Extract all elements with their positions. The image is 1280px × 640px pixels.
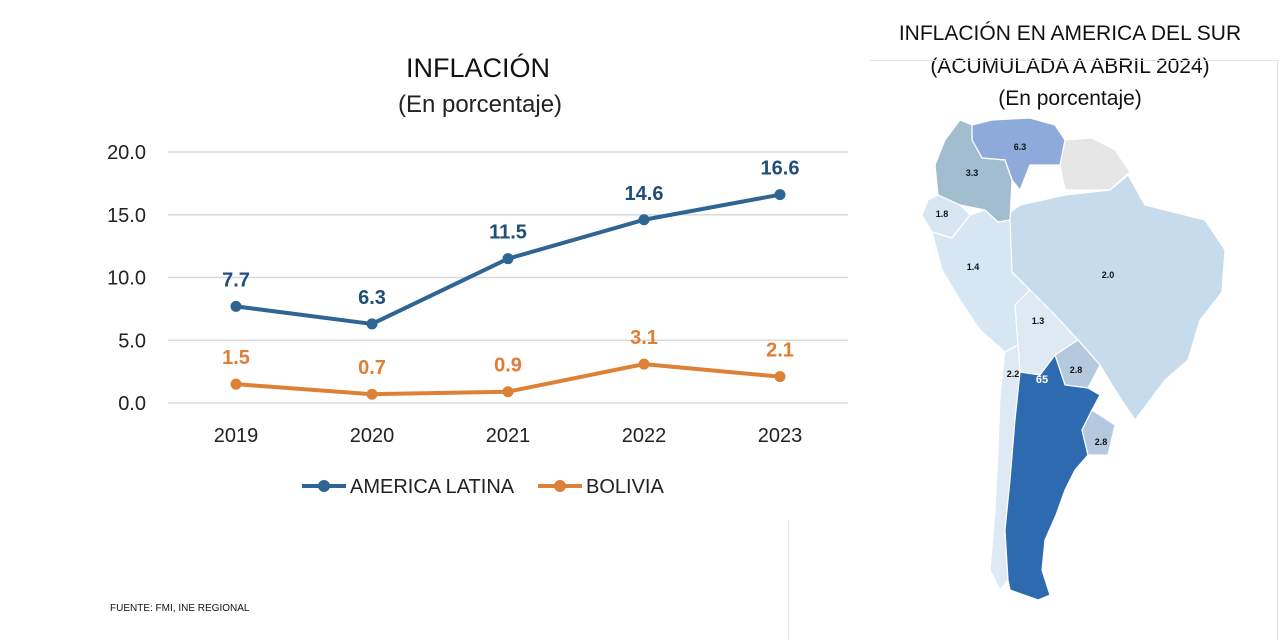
x-tick-label: 2019 [214,425,259,447]
map-label-ecuador: 1.8 [936,209,949,219]
y-tick-label: 15.0 [107,205,146,227]
data-point [774,371,786,383]
map-title-line-1: INFLACIÓN EN AMERICA DEL SUR [898,22,1242,45]
series-bolivia: 1.5 0.7 0.9 3.1 2.1 [222,327,794,400]
x-axis-ticks: 2019 2020 2021 2022 2023 [214,425,803,447]
x-tick-label: 2020 [350,425,395,447]
y-axis-ticks: 20.0 15.0 10.0 5.0 0.0 [107,142,146,415]
map-label-peru: 1.4 [967,262,980,272]
y-tick-label: 20.0 [107,142,146,164]
data-point [638,358,650,370]
data-label: 6.3 [358,287,386,309]
data-point [502,253,514,265]
data-label: 14.6 [625,183,664,205]
grid-lines [168,151,848,404]
chart-title: INFLACIÓN [406,52,550,83]
data-label: 11.5 [489,222,527,244]
data-point [774,189,786,201]
map-label-venezuela: 6.3 [1014,142,1027,152]
map-label-paraguay: 2.8 [1070,365,1083,375]
data-label: 3.1 [630,327,658,349]
legend-swatch-marker [318,480,330,492]
y-tick-label: 0.0 [118,393,146,415]
y-tick-label: 10.0 [107,268,146,290]
data-label: 0.9 [494,355,522,377]
data-label: 16.6 [761,158,800,180]
x-tick-label: 2022 [622,425,667,447]
y-tick-label: 5.0 [118,330,146,352]
map-frame-right [1277,60,1278,640]
data-label: 2.1 [766,340,794,362]
map-label-argentina: 65 [1036,374,1048,386]
map-label-colombia: 3.3 [966,168,979,178]
map-label-chile: 2.2 [1007,369,1020,379]
x-tick-label: 2021 [486,425,531,447]
region-guyanas [1059,137,1131,191]
map-label-bolivia: 1.3 [1032,316,1045,326]
map-frame-left [788,520,789,640]
map-label-brasil: 2.0 [1102,270,1115,280]
data-label: 1.5 [222,347,250,369]
data-point [502,386,514,398]
data-point [230,300,242,312]
inflation-chart-panel: INFLACIÓN (En porcentaje) 20.0 15.0 10.0 5.… [107,52,848,614]
map-label-uruguay: 2.8 [1095,437,1108,447]
legend-label: BOLIVIA [586,476,664,498]
region-argentina [1004,353,1101,601]
region-uruguay [1081,409,1116,456]
legend: AMERICA LATINA BOLIVIA [302,476,664,498]
series-layer: 7.7 6.3 11.5 14.6 16.6 1.5 0.7 0.9 3.1 2.1 [222,158,799,400]
source-note: FUENTE: FMI, INE REGIONAL [110,603,250,614]
data-point [366,318,378,330]
chart-subtitle: (En porcentaje) [398,91,562,118]
data-point [638,214,650,226]
data-point [366,388,378,400]
data-label: 0.7 [358,357,386,379]
data-label: 7.7 [222,269,250,291]
inflation-line-chart: INFLACIÓN (En porcentaje) 20.0 15.0 10.0 5.… [107,52,848,498]
map-title-line-3: (En porcentaje) [998,87,1142,110]
map-frame-top [870,60,1278,61]
legend-label: AMERICA LATINA [350,476,515,498]
x-tick-label: 2023 [758,425,803,447]
data-point [230,378,242,390]
series-america-latina: 7.7 6.3 11.5 14.6 16.6 [222,158,799,330]
south-america-map: 6.3 3.3 1.8 1.4 2.0 1.3 2.2 65 2.8 2.8 [921,117,1226,601]
legend-swatch-marker [554,480,566,492]
south-america-map-panel: INFLACIÓN EN AMERICA DEL SUR (ACUMULADA … [788,0,1280,640]
